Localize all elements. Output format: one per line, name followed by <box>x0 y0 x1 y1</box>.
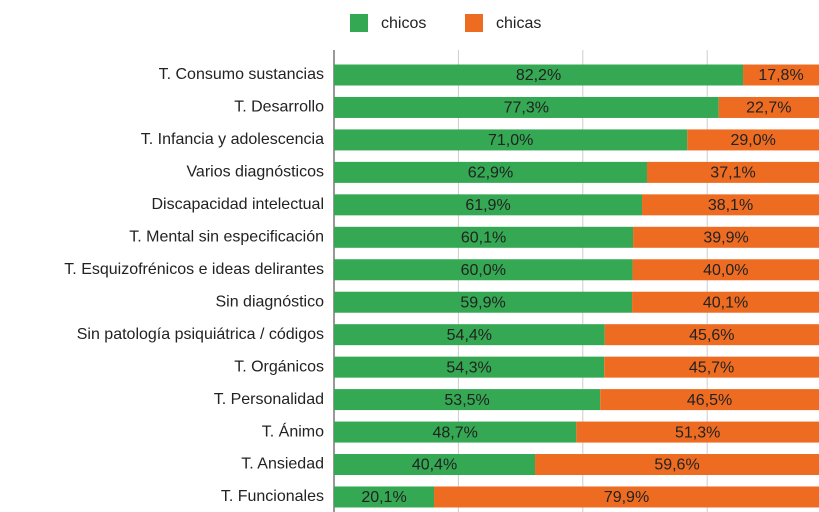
legend-label: chicas <box>496 15 541 32</box>
bar-segment <box>646 161 819 183</box>
bar-segment <box>334 421 577 443</box>
y-tick-label: T. Mental sin especificación <box>129 229 324 246</box>
y-tick-label: T. Consumo sustancias <box>159 66 324 83</box>
bar-segment <box>576 421 819 443</box>
bar-segment <box>334 129 688 151</box>
data-label: 29,0% <box>730 132 775 149</box>
legend-swatch <box>465 14 483 32</box>
bar-segment <box>334 194 643 216</box>
bar-segment <box>334 389 601 411</box>
bar-segment <box>334 324 605 346</box>
bar-segment <box>334 64 744 86</box>
legend-label: chicos <box>381 15 426 32</box>
data-label: 40,1% <box>703 294 748 311</box>
y-tick-label: T. Esquizofrénicos e ideas delirantes <box>64 261 324 278</box>
data-label: 54,3% <box>446 359 491 376</box>
bar-segment <box>642 194 819 216</box>
bar-segment <box>718 96 819 118</box>
data-label: 37,1% <box>710 165 755 182</box>
data-label: 45,7% <box>689 359 734 376</box>
legend-swatch <box>350 14 368 32</box>
bar-segment <box>334 259 633 281</box>
data-label: 60,1% <box>461 230 506 247</box>
data-label: 53,5% <box>444 392 489 409</box>
data-label: 61,9% <box>465 197 510 214</box>
data-label: 22,7% <box>746 100 791 117</box>
y-tick-label: Sin diagnóstico <box>215 293 324 310</box>
bar-segment <box>687 129 819 151</box>
data-label: 77,3% <box>504 100 549 117</box>
data-label: 20,1% <box>361 489 406 506</box>
data-label: 79,9% <box>604 489 649 506</box>
data-label: 59,9% <box>460 294 505 311</box>
data-label: 51,3% <box>675 424 720 441</box>
y-tick-label: T. Funcionales <box>221 488 324 505</box>
data-label: 62,9% <box>468 165 513 182</box>
y-tick-label: T. Personalidad <box>214 391 324 408</box>
bar-segment <box>604 324 819 346</box>
data-label: 40,0% <box>703 262 748 279</box>
data-label: 82,2% <box>516 67 561 84</box>
bar-segment <box>535 454 819 476</box>
bar-segment <box>633 226 819 248</box>
bar-segment <box>632 291 819 313</box>
bar-segment <box>334 291 633 313</box>
data-label: 59,6% <box>654 457 699 474</box>
data-label: 39,9% <box>703 230 748 247</box>
y-tick-label: T. Infancia y adolescencia <box>141 131 324 148</box>
bar-segment <box>600 389 819 411</box>
data-label: 60,0% <box>461 262 506 279</box>
y-tick-label: T. Orgánicos <box>234 358 324 375</box>
bar-segment <box>334 226 634 248</box>
data-label: 54,4% <box>447 327 492 344</box>
bar-segment <box>434 486 819 508</box>
y-tick-label: T. Ansiedad <box>241 456 324 473</box>
data-label: 48,7% <box>432 424 477 441</box>
data-label: 40,4% <box>412 457 457 474</box>
bar-segment <box>743 64 819 86</box>
y-tick-label: Varios diagnósticos <box>186 164 324 181</box>
bar-segment <box>334 96 719 118</box>
data-label: 45,6% <box>689 327 734 344</box>
data-label: 17,8% <box>758 67 803 84</box>
bar-segment <box>334 356 605 378</box>
data-label: 46,5% <box>687 392 732 409</box>
bar-segment <box>632 259 819 281</box>
y-tick-label: T. Desarrollo <box>234 99 324 116</box>
data-label: 38,1% <box>708 197 753 214</box>
bar-segment <box>334 161 647 183</box>
data-label: 71,0% <box>488 132 533 149</box>
y-tick-label: Discapacidad intelectual <box>151 196 324 213</box>
y-tick-label: T. Ánimo <box>262 421 324 440</box>
bar-segment <box>334 486 435 508</box>
bar-segment <box>604 356 819 378</box>
y-tick-label: Sin patología psiquiátrica / códigos <box>77 326 324 343</box>
bar-segment <box>334 454 536 476</box>
